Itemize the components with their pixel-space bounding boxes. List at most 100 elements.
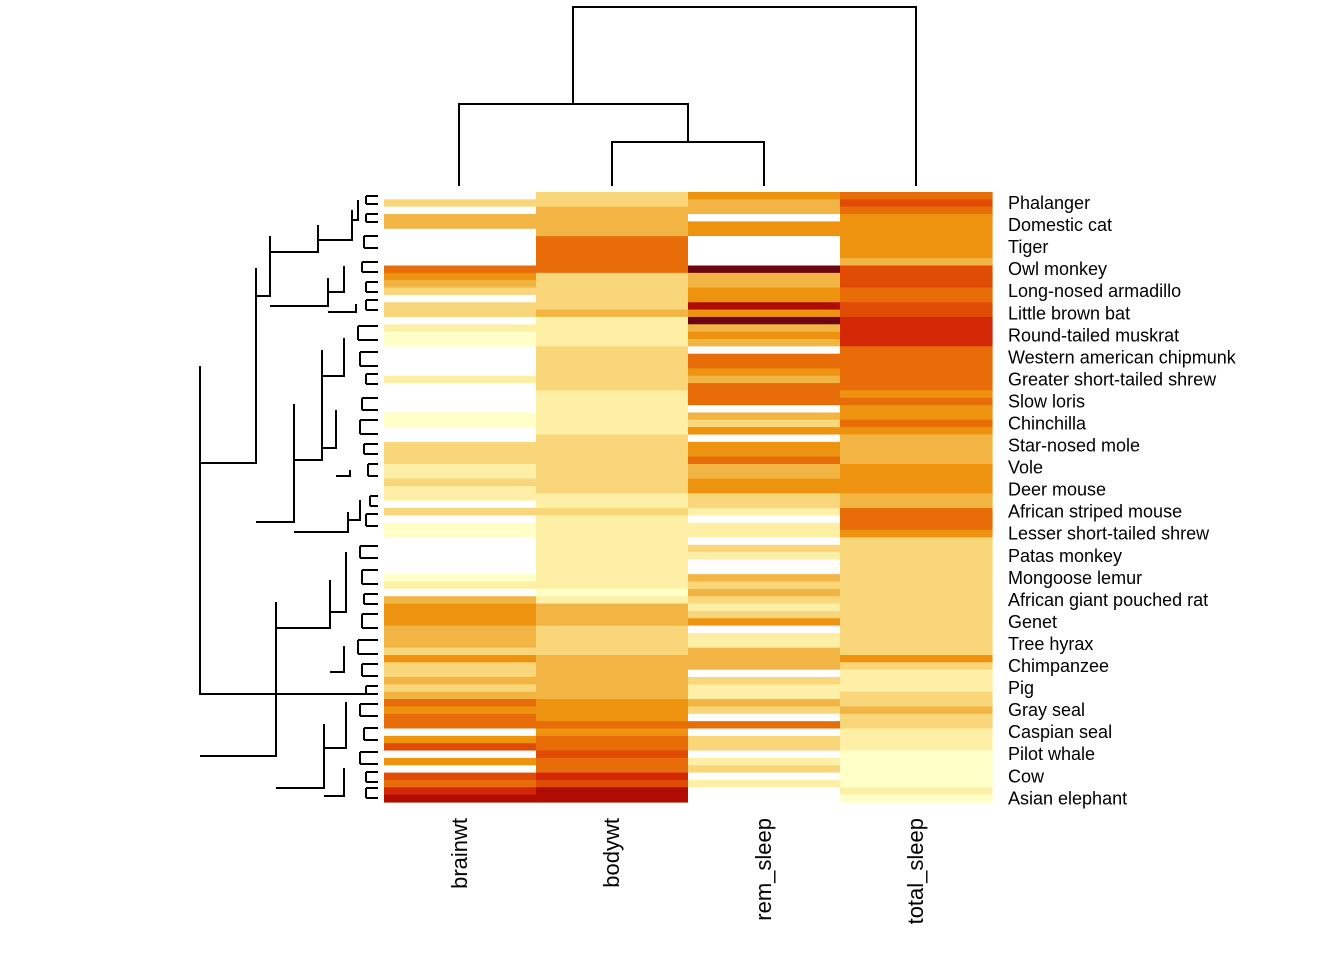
heatmap-cell	[536, 515, 689, 524]
heatmap-cell	[384, 537, 537, 546]
heatmap-cell	[536, 412, 689, 421]
row-label: Pig	[1008, 678, 1034, 698]
heatmap-cell	[840, 721, 993, 730]
heatmap-cell	[384, 463, 537, 472]
heatmap-cell	[688, 706, 841, 715]
heatmap-cell	[688, 772, 841, 781]
heatmap-cell	[384, 368, 537, 377]
dendrogram-branch	[256, 236, 271, 297]
heatmap-cell	[384, 272, 537, 281]
heatmap-cell	[536, 441, 689, 450]
heatmap-cell	[840, 515, 993, 524]
heatmap-cell	[536, 603, 689, 612]
row-label: Vole	[1008, 458, 1043, 478]
heatmap-cells	[384, 192, 993, 803]
heatmap-cell	[688, 250, 841, 259]
row-label: African striped mouse	[1008, 502, 1182, 522]
heatmap-cell	[536, 640, 689, 649]
heatmap-cell	[688, 390, 841, 399]
dendrogram-branch	[365, 685, 378, 695]
heatmap-cell	[384, 728, 537, 737]
heatmap-cell	[688, 735, 841, 744]
heatmap-cell	[536, 625, 689, 634]
heatmap-cell	[536, 280, 689, 289]
heatmap-cell	[384, 243, 537, 252]
heatmap-cell	[384, 427, 537, 436]
heatmap-cell	[688, 221, 841, 230]
heatmap-cell	[688, 765, 841, 774]
heatmap-cell	[840, 434, 993, 443]
heatmap-cell	[840, 588, 993, 597]
heatmap-cell	[688, 618, 841, 627]
heatmap-cell	[840, 530, 993, 539]
heatmap-cell	[688, 515, 841, 524]
heatmap-cell	[536, 294, 689, 303]
heatmap-cell	[840, 412, 993, 421]
heatmap-cell	[384, 779, 537, 788]
heatmap-cell	[384, 735, 537, 744]
heatmap-cell	[840, 493, 993, 502]
heatmap-cell	[384, 258, 537, 267]
heatmap-cell	[840, 750, 993, 759]
heatmap-cell	[536, 574, 689, 583]
heatmap-cell	[384, 346, 537, 355]
heatmap-cell	[840, 192, 993, 200]
dendrogram-branch	[352, 200, 359, 221]
heatmap-cell	[536, 610, 689, 619]
heatmap-cell	[384, 713, 537, 722]
heatmap-cell	[536, 353, 689, 362]
heatmap-cell	[688, 456, 841, 465]
heatmap-cell	[688, 610, 841, 619]
row-label: Domestic cat	[1008, 215, 1112, 235]
heatmap-cell	[840, 258, 993, 267]
heatmap-cell	[840, 427, 993, 436]
heatmap-cell	[536, 566, 689, 575]
heatmap-cell	[384, 383, 537, 392]
heatmap-cell	[384, 588, 537, 597]
heatmap-cell	[688, 258, 841, 267]
heatmap-cell	[536, 199, 689, 208]
heatmap-cell	[688, 632, 841, 641]
heatmap-cell	[384, 625, 537, 634]
dendrogram-branch	[363, 443, 378, 455]
heatmap-cell	[384, 757, 537, 766]
heatmap-cell	[536, 434, 689, 443]
heatmap-cell	[840, 199, 993, 208]
heatmap-cell	[688, 478, 841, 487]
heatmap-cell	[536, 647, 689, 656]
heatmap-cell	[688, 265, 841, 274]
heatmap-cell	[384, 552, 537, 561]
dendrogram-branch	[276, 724, 325, 789]
heatmap-cell	[384, 574, 537, 583]
heatmap-cell	[688, 206, 841, 215]
heatmap-cell	[840, 250, 993, 259]
heatmap-cell	[688, 302, 841, 311]
heatmap-cell	[536, 596, 689, 605]
row-label: Tiger	[1008, 237, 1048, 257]
heatmap-cell	[840, 765, 993, 774]
heatmap-cell	[536, 419, 689, 428]
heatmap-cell	[536, 706, 689, 715]
heatmap-cell	[536, 206, 689, 215]
heatmap-cell	[840, 552, 993, 561]
heatmap-cell	[536, 544, 689, 553]
heatmap-cell	[840, 537, 993, 546]
dendrogram-branch	[294, 512, 349, 533]
heatmap-cell	[384, 743, 537, 752]
heatmap-cell	[840, 353, 993, 362]
dendrogram-branch	[324, 768, 345, 797]
heatmap-cell	[536, 559, 689, 568]
heatmap-cell	[384, 390, 537, 399]
column-label: brainwt	[447, 818, 472, 889]
heatmap-cell	[840, 772, 993, 781]
heatmap-cell	[536, 192, 689, 200]
heatmap-cell	[384, 618, 537, 627]
heatmap-cell	[840, 361, 993, 369]
heatmap-cell	[688, 669, 841, 678]
heatmap-cell	[384, 441, 537, 450]
heatmap-cell	[840, 375, 993, 384]
heatmap-cell	[384, 449, 537, 458]
dendrogram-branch	[199, 366, 378, 695]
heatmap-cell	[688, 655, 841, 663]
heatmap-cell	[840, 206, 993, 215]
